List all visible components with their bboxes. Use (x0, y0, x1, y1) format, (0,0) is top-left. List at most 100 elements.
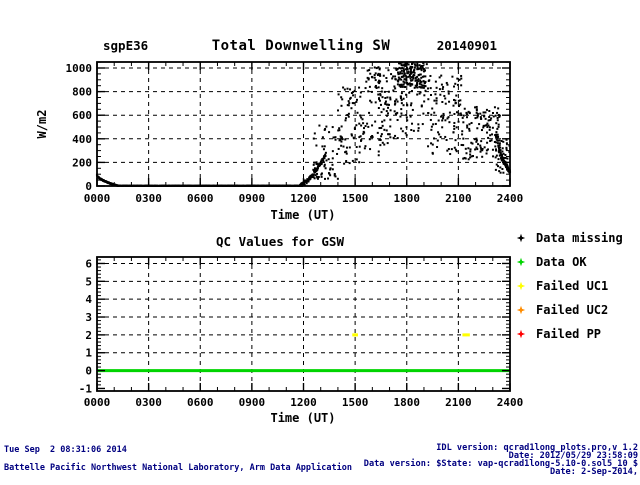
data-point (419, 91, 422, 94)
data-point (382, 108, 385, 111)
data-point (312, 173, 315, 176)
data-point (445, 138, 448, 141)
data-point (405, 114, 408, 117)
data-point (413, 74, 416, 77)
data-point (420, 76, 423, 79)
data-point (435, 97, 438, 100)
data-point (491, 112, 494, 115)
data-point (429, 87, 432, 90)
data-point (494, 114, 497, 117)
data-point (417, 127, 420, 130)
data-point (481, 149, 484, 152)
data-point (486, 131, 489, 134)
data-point (488, 126, 491, 129)
data-point (374, 72, 377, 75)
data-point (346, 113, 349, 116)
data-point (377, 66, 380, 69)
data-point (453, 98, 456, 101)
data-point (375, 87, 378, 90)
data-point (466, 126, 469, 129)
data-point (486, 122, 489, 125)
data-point (414, 64, 417, 67)
data-point (329, 174, 332, 177)
data-point (476, 116, 479, 119)
data-point (418, 92, 421, 95)
data-point (399, 72, 402, 75)
legend-item: Failed UC2 (516, 303, 608, 317)
data-point (312, 176, 315, 179)
data-point (404, 132, 407, 135)
data-point (397, 76, 400, 79)
data-point (476, 114, 479, 117)
data-point (406, 104, 409, 107)
data-point (313, 167, 316, 170)
data-point (495, 122, 498, 125)
legend-label: Failed UC1 (536, 279, 608, 293)
data-point (355, 146, 358, 149)
x-tick-label: 2400 (497, 396, 524, 409)
data-point (432, 123, 435, 126)
data-point (453, 125, 456, 128)
data-point (483, 124, 486, 127)
footer-timestamp: Tue Sep 2 08:31:06 2014 (4, 445, 127, 455)
data-point (369, 148, 372, 151)
data-point (410, 102, 413, 105)
data-point (380, 135, 383, 138)
data-point (449, 153, 452, 156)
sw-xtick-labels: 0000 0300 0600 0900 1200 1500 1800 2100 2400 (84, 192, 524, 205)
data-point (329, 167, 332, 170)
data-point (454, 102, 457, 105)
data-point (422, 112, 425, 115)
data-point (427, 87, 430, 90)
data-point (419, 66, 422, 69)
data-point (421, 75, 424, 78)
data-point (351, 91, 354, 94)
data-point (408, 91, 411, 94)
data-point (401, 130, 404, 133)
data-point (470, 121, 473, 124)
data-point (324, 153, 327, 156)
data-point (483, 146, 486, 149)
data-point (387, 106, 390, 109)
data-point (318, 162, 321, 165)
data-point (340, 96, 343, 99)
data-point (433, 111, 436, 114)
data-point (462, 137, 465, 140)
qc-axis-ticks (96, 257, 511, 391)
data-point (394, 67, 397, 70)
data-point (498, 139, 501, 142)
data-point (496, 136, 499, 139)
data-point (359, 91, 362, 94)
data-point (314, 168, 317, 171)
data-point (400, 84, 403, 87)
data-point (337, 129, 340, 132)
data-point (368, 138, 371, 141)
data-point (479, 146, 482, 149)
data-point (450, 148, 453, 151)
data-point (453, 121, 456, 124)
data-point (479, 112, 482, 115)
data-point (383, 128, 386, 131)
data-point (475, 111, 478, 114)
data-point (378, 79, 381, 82)
qc-ytick-labels: -1 0 1 2 3 4 5 6 (79, 257, 93, 395)
data-point (379, 93, 382, 96)
data-point (377, 81, 380, 84)
red-star-icon (516, 329, 526, 339)
data-point (387, 112, 390, 115)
data-point (438, 88, 441, 91)
data-point (447, 90, 450, 93)
data-point (395, 68, 398, 71)
data-point (421, 84, 424, 87)
y-tick-label: 3 (85, 311, 92, 324)
data-point (373, 74, 376, 77)
data-point (386, 96, 389, 99)
sw-y-axis-title: W/m2 (35, 110, 49, 139)
data-point (495, 141, 498, 144)
data-point (333, 174, 336, 177)
data-point (435, 86, 438, 89)
data-point (367, 77, 370, 80)
data-point (421, 64, 424, 67)
data-point (324, 167, 327, 170)
